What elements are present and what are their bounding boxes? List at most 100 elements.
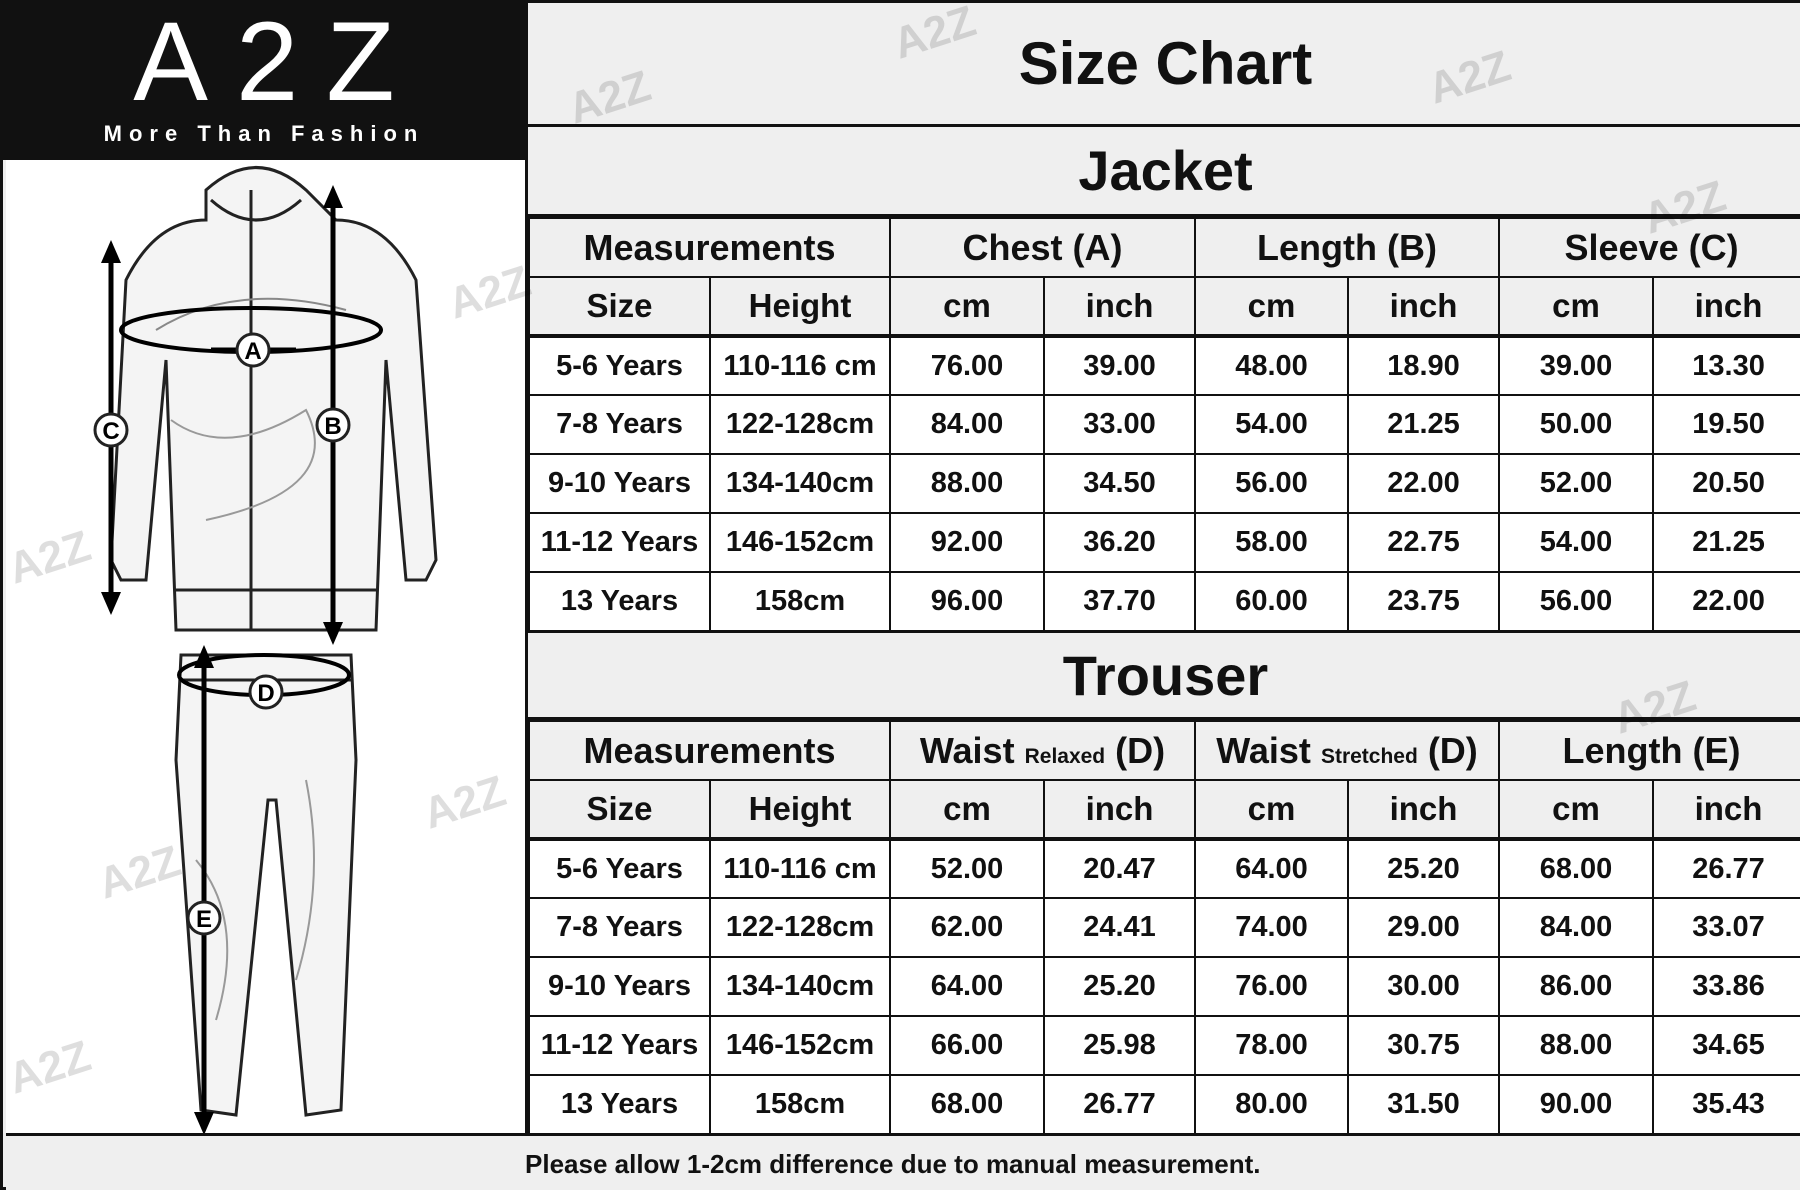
table-cell: 52.00 [889, 838, 1046, 899]
column-header: cm [1194, 779, 1350, 840]
column-header: inch [1347, 779, 1501, 840]
label-d: D [257, 680, 274, 707]
table-cell: 84.00 [1498, 897, 1655, 958]
group-header: Waist Relaxed (D) [889, 720, 1197, 781]
table-cell: 5-6 Years [528, 838, 711, 899]
table-cell: 13 Years [528, 571, 711, 632]
table-cell: 22.00 [1347, 453, 1501, 514]
table-cell: 30.00 [1347, 956, 1501, 1017]
table-cell: 25.20 [1347, 838, 1501, 899]
table-cell: 80.00 [1194, 1074, 1350, 1135]
group-header: Waist Stretched (D) [1194, 720, 1501, 781]
column-header: inch [1347, 276, 1501, 337]
trouser-drawing [174, 653, 358, 1117]
table-row: 5-6 Years 110-116 cm 76.00 39.00 48.00 18.90 3… [528, 335, 1800, 396]
group-header-qualifier: Stretched [1320, 744, 1418, 768]
group-header-row: Measurements Chest (A) Length (B) Sleeve (C… [527, 217, 1800, 278]
table-cell: 19.50 [1652, 394, 1800, 455]
label-e: E [196, 906, 212, 933]
column-header: Height [708, 276, 892, 337]
jacket-title: Jacket [528, 127, 1800, 217]
table-row: 9-10 Years 134-140cm 64.00 25.20 76.00 30.00 8… [528, 956, 1800, 1017]
table-cell: 30.75 [1347, 1015, 1501, 1076]
table-cell: 50.00 [1498, 394, 1655, 455]
column-header: inch [1043, 779, 1197, 840]
table-cell: 78.00 [1194, 1015, 1350, 1076]
table-cell: 34.65 [1652, 1015, 1800, 1076]
column-header: cm [1498, 276, 1655, 337]
table-cell: 58.00 [1194, 512, 1350, 573]
table-cell: 36.20 [1043, 512, 1197, 573]
group-header: Measurements [527, 217, 892, 278]
table-cell: 7-8 Years [528, 394, 711, 455]
table-cell: 64.00 [1194, 838, 1350, 899]
table-cell: 122-128cm [708, 897, 892, 958]
column-header: cm [889, 276, 1046, 337]
table-cell: 68.00 [889, 1074, 1046, 1135]
table-cell: 33.86 [1652, 956, 1800, 1017]
label-c: C [102, 418, 119, 445]
subheader-row: Size Height cm inch cm inch cm inch [528, 276, 1800, 337]
size-tables: Size Chart Jacket Measurements Chest (A) L… [525, 3, 1800, 1135]
table-cell: 20.47 [1043, 838, 1197, 899]
table-cell: 62.00 [889, 897, 1046, 958]
table-cell: 146-152cm [708, 512, 892, 573]
table-cell: 21.25 [1652, 512, 1800, 573]
table-cell: 66.00 [889, 1015, 1046, 1076]
column-header: Height [708, 779, 892, 840]
table-cell: 48.00 [1194, 335, 1350, 396]
table-cell: 33.07 [1652, 897, 1800, 958]
table-cell: 9-10 Years [528, 453, 711, 514]
group-header: Length (E) [1498, 720, 1800, 781]
table-cell: 88.00 [889, 453, 1046, 514]
table-cell: 35.43 [1652, 1074, 1800, 1135]
table-cell: 88.00 [1498, 1015, 1655, 1076]
table-cell: 13 Years [528, 1074, 711, 1135]
table-cell: 29.00 [1347, 897, 1501, 958]
table-cell: 37.70 [1043, 571, 1197, 632]
table-cell: 146-152cm [708, 1015, 892, 1076]
label-a: A [244, 338, 261, 365]
group-header: Measurements [527, 720, 892, 781]
jacket-drawing [109, 166, 438, 632]
table-cell: 134-140cm [708, 453, 892, 514]
table-cell: 39.00 [1043, 335, 1197, 396]
table-cell: 18.90 [1347, 335, 1501, 396]
table-cell: 54.00 [1194, 394, 1350, 455]
table-cell: 110-116 cm [708, 838, 892, 899]
table-cell: 26.77 [1652, 838, 1800, 899]
table-cell: 25.98 [1043, 1015, 1197, 1076]
group-header: Chest (A) [889, 217, 1197, 278]
table-cell: 76.00 [1194, 956, 1350, 1017]
logo-text: A2Z [133, 0, 423, 124]
table-cell: 52.00 [1498, 453, 1655, 514]
garment-illustration: A B C D E [6, 160, 525, 1135]
table-cell: 24.41 [1043, 897, 1197, 958]
table-cell: 23.75 [1347, 571, 1501, 632]
table-cell: 158cm [708, 1074, 892, 1135]
table-row: 11-12 Years 146-152cm 66.00 25.98 78.00 30.75… [528, 1015, 1800, 1076]
group-header-main: Length (E) [1562, 729, 1741, 771]
table-cell: 7-8 Years [528, 897, 711, 958]
table-cell: 60.00 [1194, 571, 1350, 632]
table-cell: 11-12 Years [528, 1015, 711, 1076]
group-header-main: Waist [1216, 729, 1311, 771]
table-cell: 122-128cm [708, 394, 892, 455]
table-cell: 31.50 [1347, 1074, 1501, 1135]
group-header-tail: (D) [1427, 729, 1478, 771]
table-cell: 26.77 [1043, 1074, 1197, 1135]
table-cell: 13.30 [1652, 335, 1800, 396]
table-cell: 84.00 [889, 394, 1046, 455]
column-header: cm [889, 779, 1046, 840]
label-b: B [324, 413, 341, 440]
table-cell: 22.00 [1652, 571, 1800, 632]
table-cell: 34.50 [1043, 453, 1197, 514]
table-cell: 96.00 [889, 571, 1046, 632]
table-cell: 90.00 [1498, 1074, 1655, 1135]
table-cell: 64.00 [889, 956, 1046, 1017]
group-header-main: Measurements [583, 729, 836, 771]
table-cell: 54.00 [1498, 512, 1655, 573]
table-cell: 22.75 [1347, 512, 1501, 573]
group-header: Sleeve (C) [1498, 217, 1800, 278]
trouser-table: Measurements Waist Relaxed (D) Waist Stret… [527, 720, 1800, 1135]
